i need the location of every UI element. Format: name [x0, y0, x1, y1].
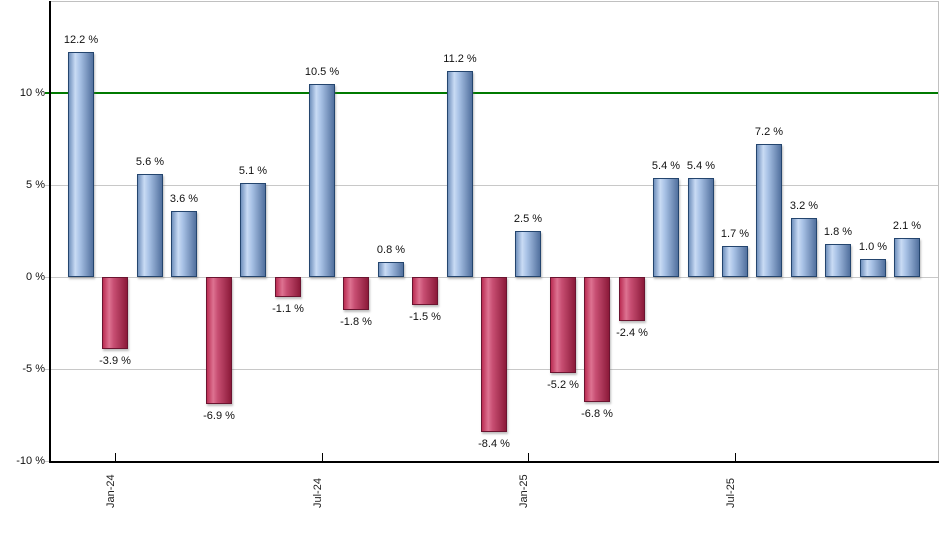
x-axis-tick-label: Jul-24 — [312, 478, 324, 508]
bar-4 — [206, 277, 232, 404]
bar-0 — [68, 52, 94, 277]
x-axis-tick-label: Jul-25 — [725, 478, 737, 508]
bar-14 — [550, 277, 576, 373]
bar-value-label: 3.6 % — [169, 193, 199, 205]
bar-value-label: 5.1 % — [238, 165, 268, 177]
bar-11 — [447, 71, 473, 277]
y-axis-tick-label: 10 % — [19, 87, 45, 99]
bar-1 — [102, 277, 128, 349]
plot-top-border — [49, 1, 939, 2]
bar-5 — [240, 183, 266, 277]
bar-8 — [343, 277, 369, 310]
bar-value-label: 1.0 % — [858, 241, 888, 253]
y-axis-tick-label: 5 % — [26, 179, 45, 191]
bar-24 — [894, 238, 920, 277]
reference-line-10pct — [45, 92, 938, 94]
x-axis-tick — [115, 453, 116, 463]
bar-20 — [756, 144, 782, 277]
y-axis-tick-label: -5 % — [22, 363, 45, 375]
bar-7 — [309, 84, 335, 277]
x-axis-tick-label: Jan-25 — [518, 474, 530, 508]
bar-value-label: 12.2 % — [63, 34, 99, 46]
bar-value-label: 1.7 % — [720, 228, 750, 240]
bar-value-label: -1.1 % — [272, 303, 304, 315]
bar-12 — [481, 277, 507, 432]
y-gridline — [45, 185, 938, 186]
bar-18 — [688, 178, 714, 277]
bar-value-label: -2.4 % — [616, 327, 648, 339]
bar-23 — [860, 259, 886, 277]
bar-10 — [412, 277, 438, 305]
bar-value-label: -8.4 % — [478, 438, 510, 450]
bar-value-label: 5.4 % — [686, 160, 716, 172]
bar-value-label: 3.2 % — [789, 200, 819, 212]
bar-value-label: -6.8 % — [581, 408, 613, 420]
bar-19 — [722, 246, 748, 277]
bar-2 — [137, 174, 163, 277]
bar-value-label: -5.2 % — [547, 379, 579, 391]
bar-value-label: 1.8 % — [823, 226, 853, 238]
x-axis-tick-label: Jan-24 — [105, 474, 117, 508]
bar-value-label: 2.1 % — [892, 220, 922, 232]
bar-9 — [378, 262, 404, 277]
x-axis-tick — [735, 453, 736, 463]
y-axis-tick-label: 0 % — [26, 271, 45, 283]
bar-3 — [171, 211, 197, 277]
bar-value-label: -1.5 % — [409, 311, 441, 323]
x-axis-tick — [528, 453, 529, 463]
bar-22 — [825, 244, 851, 277]
bar-value-label: -6.9 % — [203, 410, 235, 422]
bar-value-label: -1.8 % — [340, 316, 372, 328]
bar-15 — [584, 277, 610, 402]
bar-17 — [653, 178, 679, 277]
x-axis-tick — [322, 453, 323, 463]
bar-value-label: 0.8 % — [376, 244, 406, 256]
x-axis — [49, 461, 939, 463]
bar-21 — [791, 218, 817, 277]
bar-16 — [619, 277, 645, 321]
y-axis — [49, 1, 51, 463]
bar-value-label: 2.5 % — [513, 213, 543, 225]
bar-value-label: 11.2 % — [443, 53, 477, 65]
bar-value-label: 5.6 % — [135, 156, 165, 168]
y-axis-tick-label: -10 % — [16, 455, 45, 467]
bar-value-label: 10.5 % — [304, 66, 340, 78]
bar-13 — [515, 231, 541, 277]
bar-value-label: -3.9 % — [99, 355, 131, 367]
plot-right-border — [938, 1, 939, 461]
bar-6 — [275, 277, 301, 297]
bar-value-label: 7.2 % — [754, 126, 784, 138]
bar-value-label: 5.4 % — [651, 160, 681, 172]
